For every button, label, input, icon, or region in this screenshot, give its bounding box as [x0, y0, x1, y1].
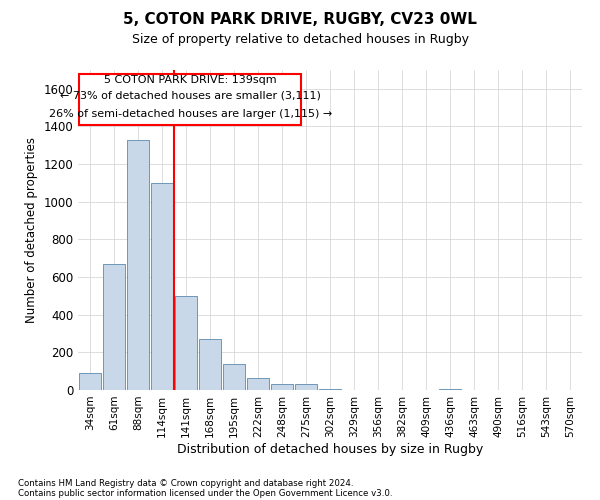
Bar [295, 384, 317, 390]
Bar [247, 378, 269, 390]
Text: Contains public sector information licensed under the Open Government Licence v3: Contains public sector information licen… [18, 488, 392, 498]
Y-axis label: Number of detached properties: Number of detached properties [25, 137, 38, 323]
Text: 26% of semi-detached houses are larger (1,115) →: 26% of semi-detached houses are larger (… [49, 109, 332, 119]
Bar [151, 183, 173, 390]
X-axis label: Distribution of detached houses by size in Rugby: Distribution of detached houses by size … [177, 442, 483, 456]
Text: 5 COTON PARK DRIVE: 139sqm: 5 COTON PARK DRIVE: 139sqm [104, 76, 277, 86]
Bar [271, 384, 293, 390]
Text: Contains HM Land Registry data © Crown copyright and database right 2024.: Contains HM Land Registry data © Crown c… [18, 478, 353, 488]
Bar [319, 389, 341, 390]
Bar [439, 389, 461, 390]
Bar [79, 373, 101, 390]
Bar [127, 140, 149, 390]
Bar [175, 296, 197, 390]
Bar [79, 74, 301, 124]
Text: ← 73% of detached houses are smaller (3,111): ← 73% of detached houses are smaller (3,… [60, 90, 320, 101]
Bar [223, 364, 245, 390]
Text: 5, COTON PARK DRIVE, RUGBY, CV23 0WL: 5, COTON PARK DRIVE, RUGBY, CV23 0WL [123, 12, 477, 28]
Text: Size of property relative to detached houses in Rugby: Size of property relative to detached ho… [131, 32, 469, 46]
Bar [103, 264, 125, 390]
Bar [199, 339, 221, 390]
